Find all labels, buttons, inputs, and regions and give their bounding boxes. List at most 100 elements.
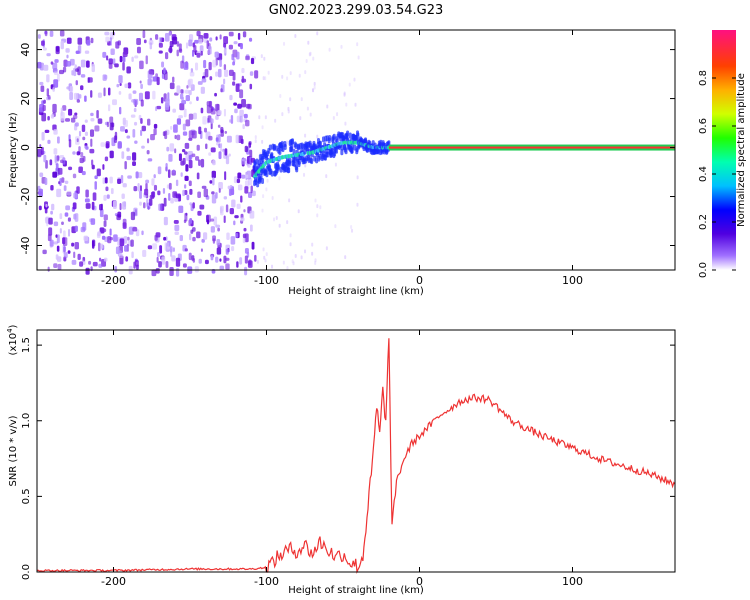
noise-point [92, 261, 98, 267]
noise-point [76, 186, 80, 194]
noise-point [184, 175, 189, 182]
noise-point [119, 203, 122, 211]
noise-point [215, 137, 219, 142]
noise-point [139, 201, 142, 206]
noise-point [85, 146, 89, 150]
signal-point [303, 148, 307, 155]
noise-point [181, 149, 186, 153]
noise-point [139, 80, 142, 84]
noise-point [155, 267, 160, 274]
noise-point [52, 62, 58, 70]
noise-point [54, 154, 57, 163]
noise-point [212, 160, 216, 166]
noise-point [180, 60, 184, 69]
noise-point [178, 43, 182, 52]
noise-point [178, 205, 184, 214]
noise-point [82, 136, 86, 141]
noise-point [127, 175, 132, 179]
noise-point [199, 45, 204, 52]
noise-point [245, 55, 250, 61]
noise-point [200, 248, 203, 252]
noise-point [40, 146, 44, 156]
noise-point [195, 62, 199, 71]
noise-point [69, 86, 74, 92]
noise-point [126, 66, 131, 74]
noise-point [299, 116, 302, 121]
snr-x-tick-label: -100 [254, 575, 279, 588]
noise-point [130, 114, 136, 118]
noise-point [76, 151, 81, 156]
noise-point [110, 188, 114, 195]
noise-point [208, 152, 212, 156]
noise-point [90, 112, 94, 117]
noise-point [41, 131, 45, 141]
noise-point [173, 124, 178, 133]
noise-point [128, 93, 132, 100]
noise-point [75, 68, 79, 72]
noise-point [53, 221, 59, 227]
noise-scatter [37, 30, 360, 277]
noise-point [103, 87, 106, 97]
noise-point [178, 115, 184, 119]
colorbar-tick-label: 0.4 [698, 166, 709, 182]
noise-point [44, 30, 48, 37]
noise-point [182, 131, 188, 136]
noise-point [59, 228, 62, 234]
noise-point [104, 31, 110, 36]
noise-point [72, 202, 77, 210]
noise-point [306, 106, 309, 111]
noise-point [314, 198, 317, 203]
noise-point [86, 60, 90, 68]
noise-point [262, 194, 265, 199]
noise-point [232, 81, 236, 86]
noise-point [120, 174, 124, 184]
noise-point [179, 235, 183, 242]
signal-point [344, 148, 348, 155]
colorbar: 0.0 0.2 0.4 0.6 0.8 Normalized spectral ampl… [698, 30, 747, 278]
noise-point [231, 53, 234, 61]
noise-point [84, 198, 90, 203]
noise-point [127, 82, 132, 89]
noise-point [73, 92, 78, 100]
chart-title: GN02.2023.299.03.54.G23 [269, 3, 444, 18]
noise-point [170, 125, 173, 130]
signal-point [270, 170, 274, 177]
noise-point [314, 258, 317, 263]
noise-point [173, 220, 179, 224]
noise-point [46, 219, 49, 227]
noise-point [262, 247, 265, 252]
noise-point [109, 176, 113, 184]
noise-point [96, 109, 99, 119]
noise-point [193, 112, 197, 120]
signal-point [265, 171, 269, 178]
signal-point [261, 178, 265, 185]
noise-point [138, 92, 143, 102]
noise-point [264, 115, 267, 120]
noise-point [142, 30, 146, 39]
snr-x-ticks: -200 -100 0 100 [101, 330, 583, 588]
noise-point [311, 88, 314, 93]
snr-x-tick-label: 100 [562, 575, 583, 588]
noise-point [304, 70, 307, 75]
snr-x-tick-label: 0 [416, 575, 423, 588]
noise-point [152, 76, 158, 82]
noise-point [265, 187, 268, 192]
noise-point [311, 242, 314, 247]
noise-point [188, 159, 193, 169]
noise-point [236, 178, 241, 184]
noise-point [201, 78, 207, 83]
noise-point [103, 194, 107, 201]
noise-point [161, 61, 165, 68]
noise-point [340, 44, 343, 49]
noise-point [122, 183, 127, 188]
noise-point [91, 159, 94, 166]
noise-point [50, 184, 54, 191]
noise-point [84, 95, 87, 102]
noise-point [47, 266, 50, 272]
noise-point [132, 129, 136, 138]
noise-point [99, 257, 102, 262]
noise-point [192, 236, 196, 242]
noise-point [196, 231, 201, 239]
noise-point [242, 233, 247, 239]
noise-point [294, 253, 297, 258]
